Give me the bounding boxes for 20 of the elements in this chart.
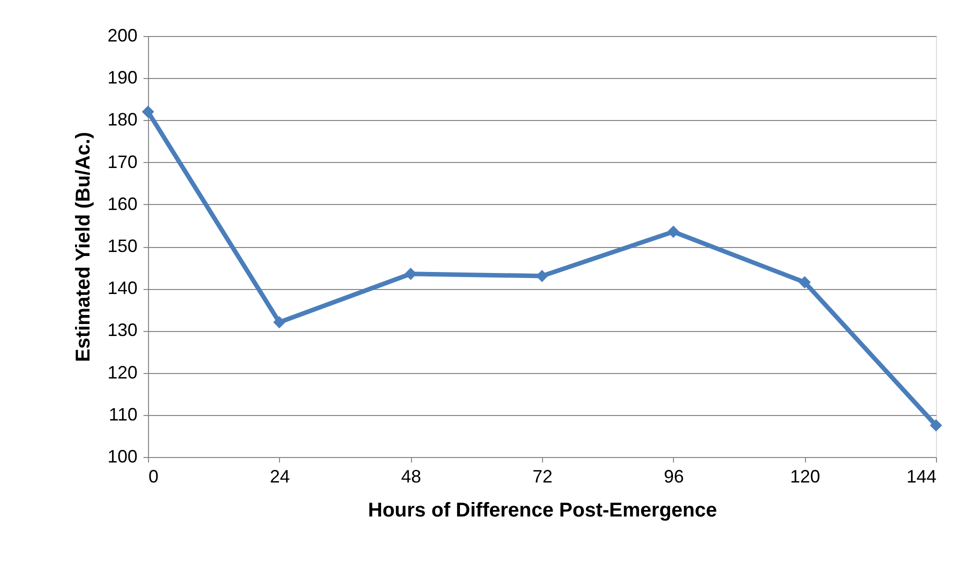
x-tick-label: 120 bbox=[790, 466, 820, 486]
y-tick-label: 150 bbox=[107, 236, 138, 256]
y-tick-label: 100 bbox=[107, 446, 138, 466]
x-tick-label: 48 bbox=[401, 466, 422, 486]
x-tick-label: 72 bbox=[532, 466, 553, 486]
x-tick-label: 24 bbox=[270, 466, 290, 486]
y-tick-label: 180 bbox=[107, 110, 138, 130]
x-tick-label: 0 bbox=[148, 466, 159, 486]
y-axis-title: Estimated Yield (Bu/Ac.) bbox=[72, 132, 94, 362]
y-tick-label: 140 bbox=[107, 278, 138, 298]
y-tick-label: 130 bbox=[107, 320, 138, 340]
y-tick-label: 160 bbox=[107, 194, 138, 214]
x-axis-title: Hours of Difference Post-Emergence bbox=[368, 500, 717, 522]
x-tick-label: 96 bbox=[664, 466, 684, 486]
y-tick-label: 110 bbox=[108, 404, 138, 424]
y-tick-label: 200 bbox=[107, 26, 138, 46]
y-tick-label: 170 bbox=[107, 152, 138, 172]
y-tick-label: 120 bbox=[107, 362, 138, 382]
x-tick-label: 144 bbox=[906, 466, 936, 486]
y-tick-label: 190 bbox=[107, 68, 138, 88]
